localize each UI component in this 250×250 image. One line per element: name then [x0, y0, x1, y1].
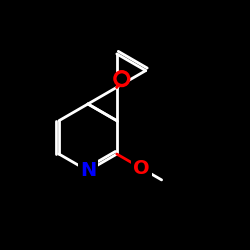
Circle shape: [115, 72, 129, 86]
Text: N: N: [80, 161, 96, 180]
Text: O: O: [133, 159, 150, 178]
